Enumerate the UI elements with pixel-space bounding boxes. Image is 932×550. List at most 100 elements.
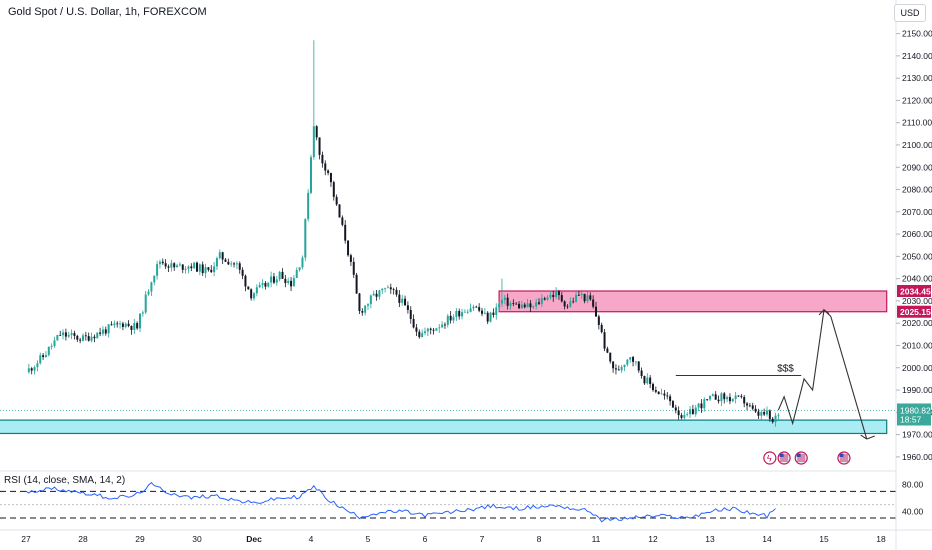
candle xyxy=(84,335,87,337)
candle xyxy=(683,414,686,418)
currency-button[interactable]: USD xyxy=(894,4,926,22)
candle xyxy=(666,395,669,397)
candle xyxy=(774,415,777,423)
candle xyxy=(253,293,255,299)
flag-canton xyxy=(839,453,844,457)
candle xyxy=(255,287,258,294)
candle xyxy=(592,299,595,307)
candle xyxy=(181,264,184,270)
candle xyxy=(290,280,293,287)
x-tick-label: 13 xyxy=(705,534,715,544)
candle xyxy=(96,332,99,339)
x-tick-label: 28 xyxy=(78,534,88,544)
rsi-line xyxy=(25,482,776,523)
events-layer[interactable]: ϟ xyxy=(763,451,851,465)
candle xyxy=(355,274,358,294)
candle xyxy=(709,395,711,400)
y-tick-label: 2090.00 xyxy=(902,162,932,172)
candle xyxy=(515,303,518,305)
time-axis[interactable]: 27 28 29 30 Dec 4 5 6 7 8 11 12 13 14 15 18 xyxy=(21,534,886,544)
candle xyxy=(754,408,757,412)
candle xyxy=(244,275,247,287)
candle xyxy=(404,298,407,306)
candle xyxy=(446,315,449,325)
candle xyxy=(629,357,632,360)
candle xyxy=(763,412,766,415)
candle xyxy=(409,309,412,319)
candle xyxy=(310,157,312,193)
candle xyxy=(703,399,706,409)
candle xyxy=(93,336,96,339)
candle xyxy=(176,265,179,268)
candle xyxy=(187,266,190,269)
candle xyxy=(523,304,526,308)
projection-arrow[interactable] xyxy=(830,316,868,440)
candle xyxy=(218,252,221,259)
candle xyxy=(441,324,444,328)
candle xyxy=(760,412,763,416)
candle xyxy=(247,286,250,290)
y-tick-label: 2000.00 xyxy=(902,363,932,373)
candle xyxy=(421,332,424,338)
candle xyxy=(657,391,660,394)
candle xyxy=(62,332,65,336)
candle xyxy=(329,172,332,183)
rsi-indicator-label[interactable]: RSI (14, close, SMA, 14, 2) xyxy=(4,475,126,486)
candle xyxy=(233,263,236,265)
candle xyxy=(600,324,603,333)
candle xyxy=(47,346,50,356)
candle xyxy=(321,154,324,164)
candle xyxy=(184,268,187,270)
demand-zone[interactable] xyxy=(0,419,888,435)
candle xyxy=(153,275,156,283)
drawings-layer: $$$ xyxy=(675,308,875,440)
flag-canton xyxy=(779,453,784,457)
candle xyxy=(130,325,133,330)
candle xyxy=(378,290,381,297)
candle xyxy=(261,283,264,285)
candle xyxy=(771,418,774,423)
candle xyxy=(478,307,481,311)
candle xyxy=(79,339,82,341)
candle xyxy=(139,313,141,329)
candle xyxy=(652,384,654,390)
candle xyxy=(586,295,589,302)
candle xyxy=(113,323,116,326)
candle xyxy=(190,266,193,269)
lightning-icon[interactable] xyxy=(763,451,777,465)
candle xyxy=(358,293,361,312)
flag-canton xyxy=(796,453,801,457)
candle xyxy=(167,266,170,268)
candle xyxy=(503,297,506,301)
candle xyxy=(170,263,173,268)
candle xyxy=(361,311,364,313)
candle xyxy=(381,288,384,291)
candle xyxy=(443,324,446,326)
candle xyxy=(649,377,652,385)
candle xyxy=(603,332,606,349)
current-price-badge[interactable] xyxy=(897,403,931,426)
candle xyxy=(338,204,341,218)
candle xyxy=(757,411,760,416)
x-tick-label: 8 xyxy=(537,534,542,544)
candle xyxy=(552,294,555,298)
projection-peak-arrowhead xyxy=(823,309,830,315)
candle xyxy=(224,259,227,262)
candle xyxy=(127,323,130,326)
y-tick-label: 2060.00 xyxy=(902,229,932,239)
candle xyxy=(281,271,284,279)
rsi-pane xyxy=(0,482,896,523)
candle xyxy=(70,333,73,336)
candle xyxy=(634,361,637,363)
candle xyxy=(740,396,743,398)
rsi-tick-label: 40.00 xyxy=(902,506,924,516)
candle xyxy=(116,323,119,325)
x-tick-label: 18 xyxy=(876,534,886,544)
candle xyxy=(133,323,136,330)
candle xyxy=(215,258,218,267)
candle xyxy=(520,304,523,309)
candle xyxy=(751,405,754,409)
supply-zone[interactable] xyxy=(498,290,888,313)
